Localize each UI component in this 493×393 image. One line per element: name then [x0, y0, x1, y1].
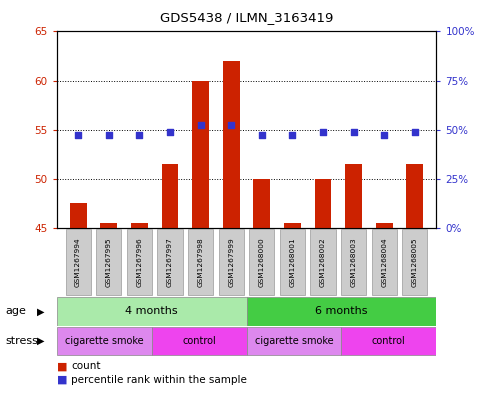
Point: [197, 121, 205, 128]
Text: cigarette smoke: cigarette smoke: [65, 336, 143, 346]
FancyBboxPatch shape: [188, 229, 213, 296]
FancyBboxPatch shape: [372, 229, 397, 296]
FancyBboxPatch shape: [341, 229, 366, 296]
Bar: [406, 164, 423, 228]
FancyBboxPatch shape: [96, 229, 121, 296]
Text: stress: stress: [5, 336, 38, 346]
Text: GSM1267995: GSM1267995: [106, 237, 112, 287]
FancyBboxPatch shape: [218, 229, 244, 296]
Text: GSM1268003: GSM1268003: [351, 237, 356, 287]
Text: percentile rank within the sample: percentile rank within the sample: [71, 375, 247, 385]
FancyBboxPatch shape: [57, 297, 246, 325]
Bar: [131, 223, 148, 228]
FancyBboxPatch shape: [127, 229, 152, 296]
Text: GSM1267997: GSM1267997: [167, 237, 173, 287]
FancyBboxPatch shape: [311, 229, 336, 296]
Text: age: age: [5, 307, 26, 316]
Point: [74, 131, 82, 138]
Text: GDS5438 / ILMN_3163419: GDS5438 / ILMN_3163419: [160, 11, 333, 24]
FancyBboxPatch shape: [57, 327, 152, 355]
Text: ■: ■: [57, 375, 67, 385]
FancyBboxPatch shape: [402, 229, 427, 296]
Text: 6 months: 6 months: [315, 307, 368, 316]
Text: GSM1268002: GSM1268002: [320, 237, 326, 287]
Text: ■: ■: [57, 361, 67, 371]
Bar: [315, 179, 331, 228]
Bar: [223, 61, 240, 228]
Text: GSM1267996: GSM1267996: [137, 237, 142, 287]
Text: ▶: ▶: [36, 307, 44, 316]
Point: [380, 131, 388, 138]
FancyBboxPatch shape: [157, 229, 182, 296]
Text: GSM1267998: GSM1267998: [198, 237, 204, 287]
FancyBboxPatch shape: [249, 229, 275, 296]
Point: [258, 131, 266, 138]
FancyBboxPatch shape: [280, 229, 305, 296]
Text: cigarette smoke: cigarette smoke: [255, 336, 333, 346]
Point: [288, 131, 296, 138]
FancyBboxPatch shape: [341, 327, 436, 355]
Text: count: count: [71, 361, 101, 371]
Bar: [284, 223, 301, 228]
Point: [105, 131, 113, 138]
Text: GSM1268000: GSM1268000: [259, 237, 265, 287]
FancyBboxPatch shape: [246, 297, 436, 325]
Point: [350, 129, 357, 135]
Text: GSM1267999: GSM1267999: [228, 237, 234, 287]
Text: control: control: [372, 336, 406, 346]
Text: 4 months: 4 months: [125, 307, 178, 316]
Point: [411, 129, 419, 135]
Text: GSM1268005: GSM1268005: [412, 237, 418, 287]
FancyBboxPatch shape: [246, 327, 341, 355]
Text: control: control: [182, 336, 216, 346]
FancyBboxPatch shape: [152, 327, 246, 355]
Bar: [376, 223, 393, 228]
FancyBboxPatch shape: [66, 229, 91, 296]
Bar: [192, 81, 209, 228]
Bar: [253, 179, 270, 228]
Point: [136, 131, 143, 138]
Text: GSM1268001: GSM1268001: [289, 237, 295, 287]
Bar: [70, 204, 87, 228]
Text: GSM1268004: GSM1268004: [381, 237, 387, 287]
Bar: [100, 223, 117, 228]
Text: ▶: ▶: [36, 336, 44, 346]
Bar: [345, 164, 362, 228]
Point: [319, 129, 327, 135]
Point: [166, 129, 174, 135]
Point: [227, 121, 235, 128]
Text: GSM1267994: GSM1267994: [75, 237, 81, 287]
Bar: [162, 164, 178, 228]
